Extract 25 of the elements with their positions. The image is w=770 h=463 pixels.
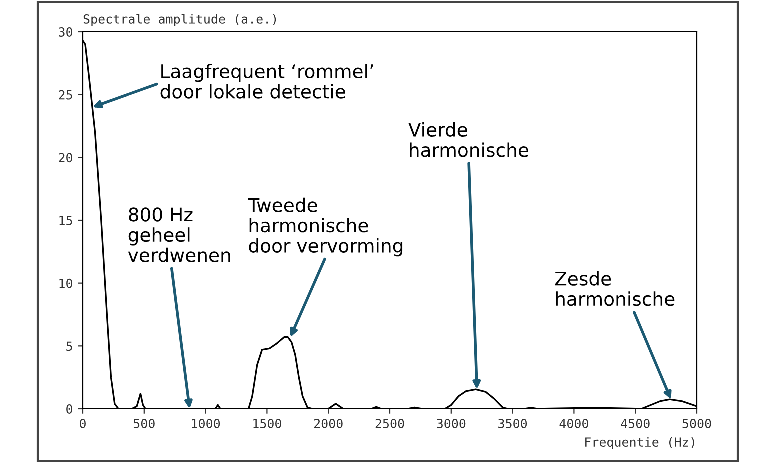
x-tick-label: 5000 [682, 419, 712, 428]
x-tick-label: 1500 [254, 419, 282, 428]
y-tick-label: 20 [59, 153, 72, 163]
x-tick-label: 3000 [437, 419, 466, 428]
x-tick-label: 2000 [314, 419, 343, 428]
x-tick-label: 1000 [192, 419, 220, 428]
annotation: Laagfrequent ‘rommel’ door lokale detectie [160, 64, 374, 99]
annotation: Zesde harmonische [555, 271, 675, 306]
annotation: Vierde harmonische [408, 122, 528, 158]
x-tick-label: 4000 [560, 419, 588, 428]
x-tick-label: 500 [134, 419, 155, 428]
x-tick-label: 3500 [498, 419, 528, 428]
annotation: 800 Hz geheel verdwenen [128, 208, 230, 262]
x-tick-label: 0 [80, 419, 86, 428]
y-tick-label: 5 [66, 342, 72, 352]
y-tick-label: 0 [66, 404, 72, 414]
x-tick-label: 2500 [376, 419, 404, 428]
y-tick-label: 25 [59, 90, 72, 100]
y-tick-label: 30 [59, 28, 72, 37]
x-axis-title: Frequentie (Hz) [586, 437, 694, 450]
x-tick-label: 4500 [621, 419, 650, 428]
annotation: Tweede harmonische door vervorming [248, 198, 403, 257]
y-tick-label: 15 [60, 216, 72, 226]
y-axis-title: Spectrale amplitude (a.e.) [84, 14, 276, 26]
y-tick-label: 10 [60, 278, 72, 288]
